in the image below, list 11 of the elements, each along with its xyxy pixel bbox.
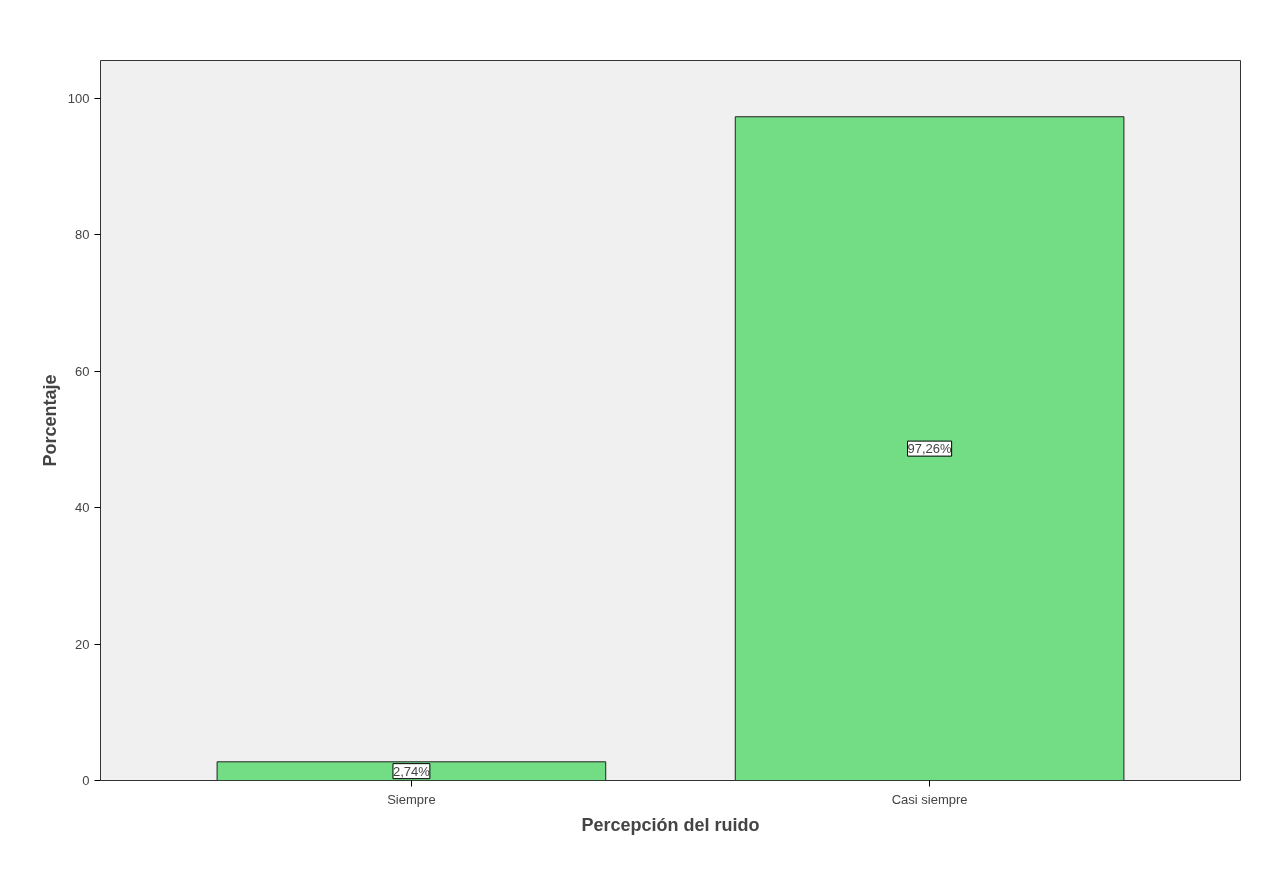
y-tick-label: 0 [82, 773, 90, 788]
y-axis-title: Porcentaje [39, 374, 60, 467]
y-tick-label: 40 [75, 500, 90, 516]
y-tick-label: 60 [75, 363, 90, 379]
y-tick-label: 80 [75, 227, 90, 243]
x-axis-title: Percepción del ruido [581, 814, 760, 835]
y-tick-label: 20 [75, 636, 90, 652]
x-tick-label: Casi siempre [891, 791, 968, 807]
data-label: 97,26% [907, 441, 953, 457]
x-tick-label: Siempre [387, 791, 436, 807]
y-tick-label: 100 [67, 90, 90, 106]
